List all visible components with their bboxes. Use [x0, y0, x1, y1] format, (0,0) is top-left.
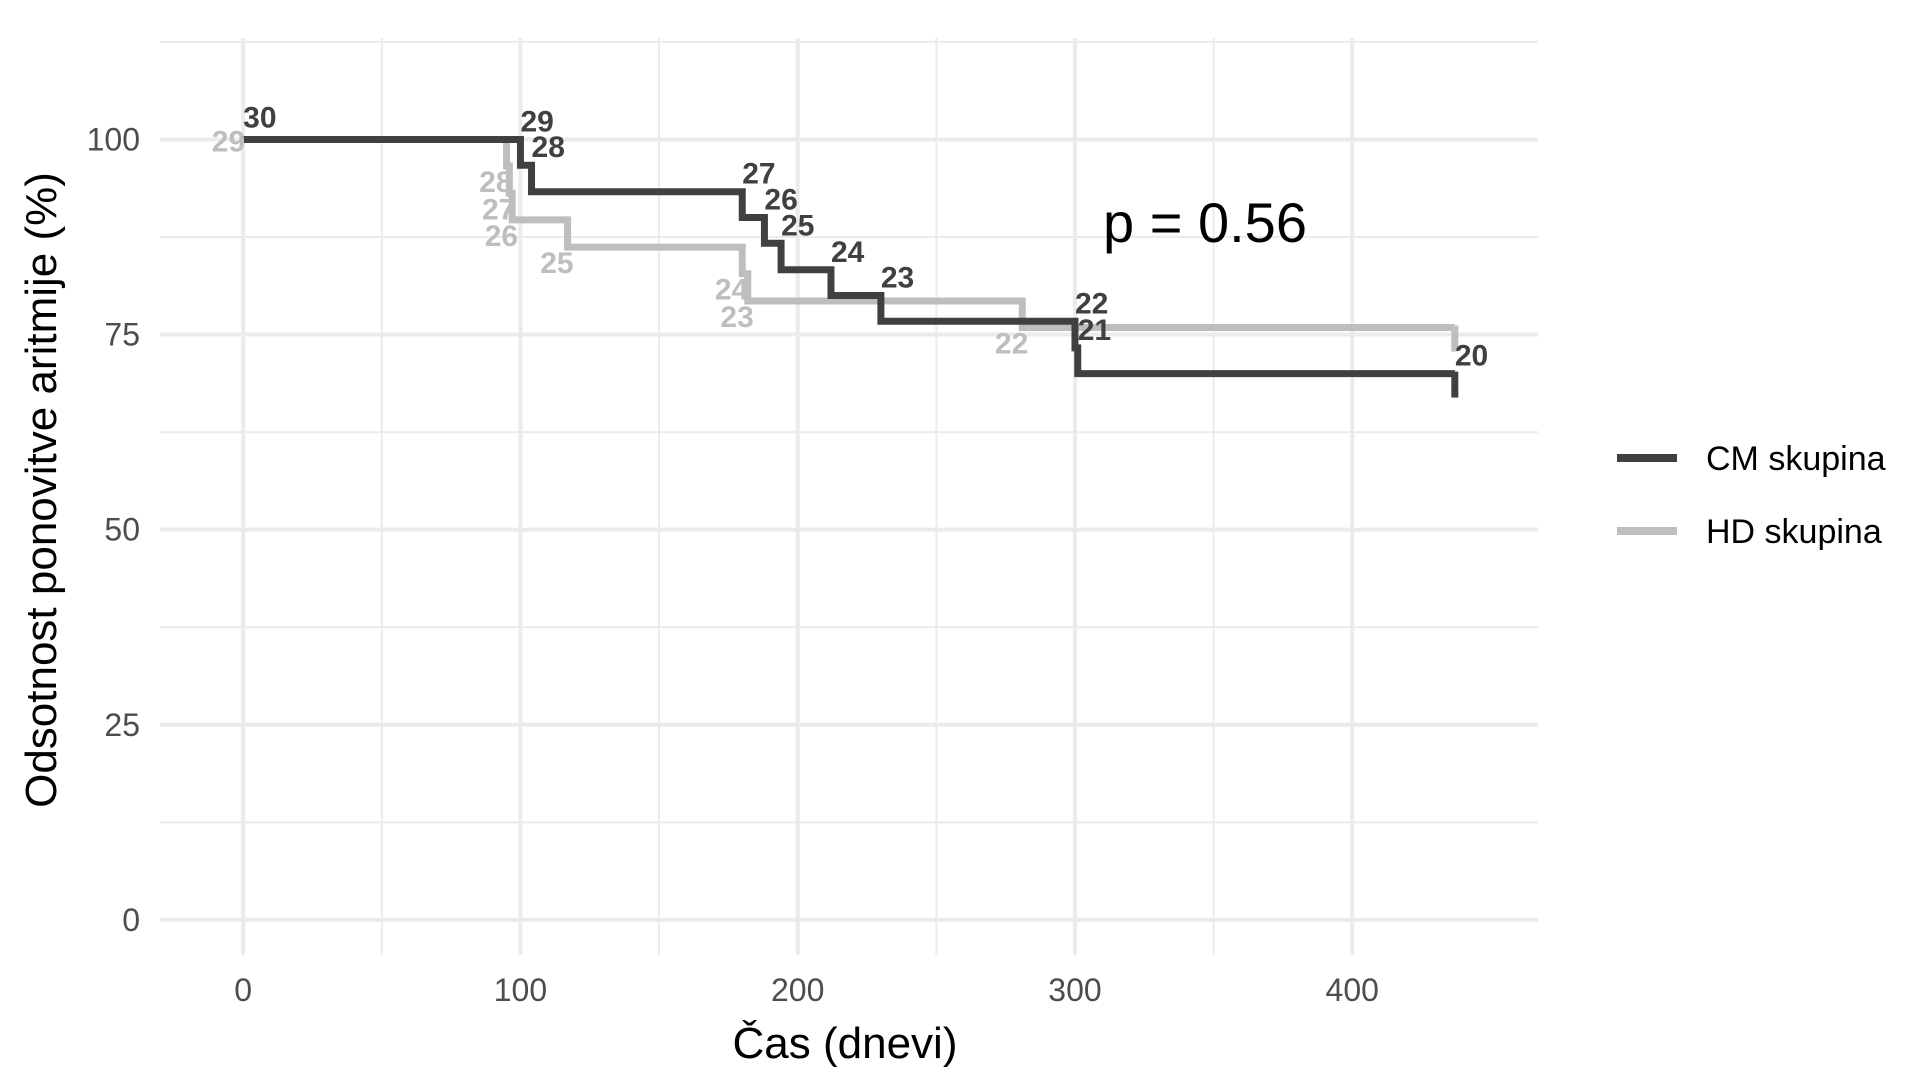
risk-label: 24 — [831, 236, 865, 269]
risk-label: 30 — [243, 101, 276, 134]
km-curve-cm-skupina — [243, 135, 1455, 378]
risk-label: 20 — [1455, 340, 1488, 373]
risk-label: 21 — [1078, 314, 1111, 347]
y-tick-label: 100 — [87, 121, 140, 157]
legend-label: HD skupina — [1706, 513, 1882, 551]
risk-label: 27 — [482, 193, 515, 226]
risk-label: 29 — [212, 125, 245, 158]
x-tick-label: 0 — [234, 972, 252, 1008]
risk-label: 23 — [881, 262, 914, 295]
x-axis-title: Čas (dnevi) — [733, 1018, 958, 1068]
x-tick-label: 200 — [771, 972, 824, 1008]
legend: CM skupina HD skupina — [1617, 440, 1886, 551]
risk-label: 24 — [715, 274, 749, 307]
risk-label: 28 — [532, 131, 565, 164]
x-tick-label: 100 — [494, 972, 547, 1008]
grid-layer — [160, 38, 1538, 955]
km-curve-hd-skupina — [243, 135, 1455, 332]
y-tick-label: 75 — [104, 317, 140, 353]
x-tick-label: 400 — [1326, 972, 1379, 1008]
axis-layer: 0 100 200 300 400 0 25 50 75 100 — [87, 121, 1379, 1008]
risk-label: 28 — [479, 166, 512, 199]
y-axis-title: Odsotnost ponovitve aritmije (%) — [17, 172, 66, 808]
p-value-annotation: p = 0.56 — [1103, 191, 1307, 254]
legend-label: CM skupina — [1706, 440, 1886, 478]
series-layer — [243, 135, 1459, 398]
x-tick-label: 300 — [1048, 972, 1101, 1008]
y-tick-label: 50 — [104, 512, 140, 548]
risk-label: 25 — [540, 247, 573, 280]
risk-label: 22 — [1075, 287, 1108, 320]
risk-label: 29 — [520, 105, 553, 138]
risk-label: 22 — [995, 328, 1028, 361]
risk-label: 25 — [781, 209, 814, 242]
y-tick-label: 0 — [122, 902, 140, 938]
y-tick-label: 25 — [104, 707, 140, 743]
risk-label: 26 — [764, 183, 797, 216]
risk-label: 23 — [720, 301, 753, 334]
risk-label: 26 — [485, 220, 518, 253]
risk-label: 27 — [742, 158, 775, 191]
